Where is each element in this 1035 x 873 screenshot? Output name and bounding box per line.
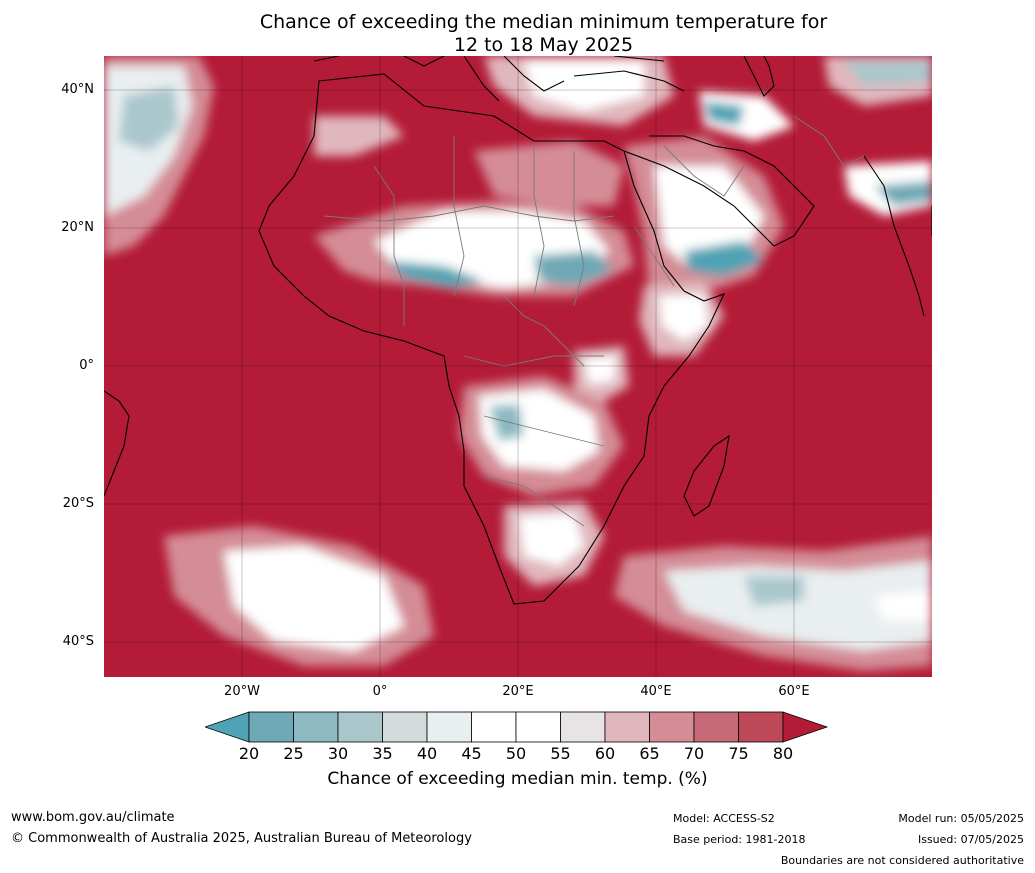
probability-map bbox=[104, 56, 932, 677]
colorbar-tick-label: 25 bbox=[283, 744, 304, 763]
colorbar-tick-label: 35 bbox=[372, 744, 393, 763]
colorbar-segment bbox=[337, 711, 383, 743]
footer-boundaries: Boundaries are not considered authoritat… bbox=[780, 854, 1024, 867]
colorbar-segment bbox=[382, 711, 428, 743]
footer-model-run: Model run: 05/05/2025 bbox=[898, 812, 1024, 825]
colorbar-arrow-high bbox=[782, 711, 829, 743]
colorbar-segment bbox=[649, 711, 695, 743]
colorbar-tick-label: 40 bbox=[416, 744, 438, 763]
footer-url: www.bom.gov.au/climate bbox=[11, 810, 175, 825]
colorbar-segment bbox=[738, 711, 784, 743]
map-title-line2: 12 to 18 May 2025 bbox=[453, 34, 634, 56]
country-borders bbox=[323, 115, 865, 527]
footer-base-period: Base period: 1981-2018 bbox=[673, 833, 806, 846]
colorbar-tick-label: 30 bbox=[327, 744, 349, 763]
colorbar-tick-label: 70 bbox=[683, 744, 705, 763]
lat-label-equator: 0° bbox=[79, 358, 94, 373]
colorbar-tick-label: 55 bbox=[550, 744, 571, 763]
colorbar-segment bbox=[471, 711, 517, 743]
colorbar-segment bbox=[693, 711, 739, 743]
lat-label-40s: 40°S bbox=[62, 634, 94, 649]
colorbar-segment bbox=[248, 711, 294, 743]
colorbar-label: Chance of exceeding median min. temp. (%… bbox=[327, 769, 708, 789]
colorbar-segment bbox=[515, 711, 561, 743]
graticule bbox=[104, 56, 932, 677]
coastlines bbox=[104, 56, 932, 605]
lon-label-40e: 40°E bbox=[640, 684, 672, 699]
lat-label-20s: 20°S bbox=[62, 496, 94, 511]
colorbar-segment bbox=[426, 711, 472, 743]
colorbar-tick-label: 60 bbox=[594, 744, 616, 763]
colorbar-tick-label: 50 bbox=[505, 744, 527, 763]
footer-model: Model: ACCESS-S2 bbox=[673, 812, 775, 825]
lon-label-60e: 60°E bbox=[778, 684, 810, 699]
map-title-line1: Chance of exceeding the median minimum t… bbox=[259, 11, 828, 33]
colorbar-tick-label: 45 bbox=[461, 744, 482, 763]
colorbar-segment bbox=[604, 711, 650, 743]
colorbar-tick-label: 65 bbox=[639, 744, 660, 763]
footer-copyright: © Commonwealth of Australia 2025, Austra… bbox=[11, 831, 472, 846]
colorbar-arrow-low bbox=[205, 711, 250, 743]
colorbar-tick-label: 75 bbox=[728, 744, 749, 763]
colorbar-tick-label: 20 bbox=[238, 744, 260, 763]
lon-label-20w: 20°W bbox=[224, 684, 260, 699]
colorbar bbox=[205, 711, 829, 743]
lon-label-20e: 20°E bbox=[502, 684, 534, 699]
colorbar-segment bbox=[293, 711, 339, 743]
lat-label-20n: 20°N bbox=[61, 220, 94, 235]
footer-issued: Issued: 07/05/2025 bbox=[917, 833, 1024, 846]
lon-label-0: 0° bbox=[372, 684, 388, 699]
colorbar-tick-label: 80 bbox=[772, 744, 794, 763]
colorbar-segment bbox=[560, 711, 606, 743]
lat-label-40n: 40°N bbox=[61, 82, 94, 97]
probability-regions bbox=[104, 56, 932, 671]
